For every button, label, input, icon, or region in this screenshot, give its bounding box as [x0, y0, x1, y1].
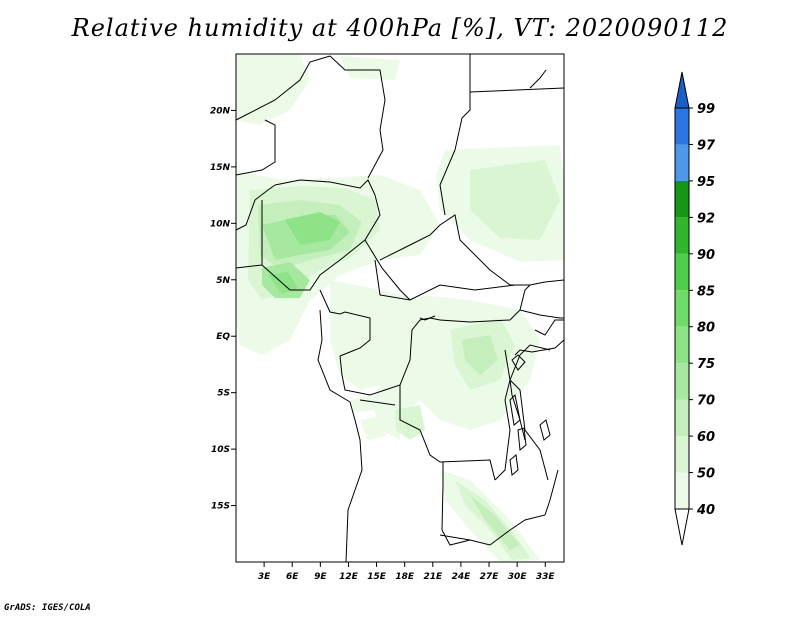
x-tick-label: 9E [314, 572, 327, 582]
y-tick-label: 10N [210, 219, 231, 229]
lake-outline-3 [539, 419, 551, 441]
colorbar-label: 92 [697, 211, 715, 226]
colorbar-label: 50 [697, 467, 715, 482]
x-tick-label: 12E [339, 572, 359, 582]
border-line-24 [509, 379, 549, 481]
y-tick-label: 15S [211, 502, 230, 512]
colorbar-segment [675, 472, 689, 509]
lake-outline-2 [517, 427, 527, 451]
humidity-contour-8 [285, 212, 340, 245]
x-tick-label: 6E [286, 572, 299, 582]
border-line-15 [339, 317, 441, 396]
humidity-field [236, 54, 564, 562]
colorbar-label: 80 [697, 321, 715, 336]
x-tick-label: 21E [423, 572, 443, 582]
colorbar-label: 60 [697, 430, 715, 445]
colorbar-label: 95 [697, 175, 715, 190]
border-line-6 [235, 184, 276, 231]
x-tick-label: 33E [536, 572, 556, 582]
border-line-0 [235, 55, 331, 121]
colorbar-label: 75 [697, 357, 715, 372]
humidity-contour-3 [470, 160, 560, 240]
border-line-8 [235, 239, 366, 291]
x-tick-label: 30E [508, 572, 528, 582]
colorbar-label: 99 [697, 102, 715, 117]
lake-outline-4 [509, 454, 519, 476]
colorbar-label: 40 [696, 503, 715, 518]
chart-title: Relative humidity at 400hPa [%], VT: 202… [71, 14, 729, 42]
humidity-contour-20 [350, 395, 375, 412]
colorbar-label: 70 [697, 394, 715, 409]
colorbar-segment [675, 290, 689, 327]
colorbar-label: 97 [697, 138, 716, 153]
border-line-12 [374, 259, 516, 301]
colorbar-segment [675, 399, 689, 437]
y-tick-label: 5N [216, 276, 230, 286]
lake-outline-1 [509, 393, 521, 426]
border-line-13 [319, 289, 371, 357]
colorbar-segment [675, 253, 689, 291]
border-line-25 [504, 349, 526, 441]
border-line-4 [469, 87, 565, 93]
border-line-17 [439, 284, 531, 323]
colorbar-segment [675, 436, 689, 473]
border-line-29 [529, 69, 547, 89]
border-line-18 [519, 309, 564, 319]
colorbar-segment [675, 180, 689, 218]
grads-credit: GrADS: IGES/COLA [4, 603, 91, 613]
colorbar-segment [675, 326, 689, 364]
x-tick-label: 27E [480, 572, 500, 582]
humidity-contour-19 [470, 495, 520, 550]
lake-outline-0 [511, 354, 526, 371]
colorbar-label: 90 [697, 248, 715, 263]
border-line-28 [419, 315, 436, 321]
border-line-27 [534, 319, 564, 336]
country-borders [235, 54, 565, 563]
humidity-contour-15 [395, 405, 425, 440]
border-line-5 [274, 179, 376, 196]
border-line-3 [439, 54, 471, 186]
humidity-contour-16 [360, 416, 386, 440]
border-line-14 [317, 309, 351, 403]
border-line-19 [399, 385, 496, 481]
colorbar: 40 50 60 70 75 80 85 90 92 95 97 99 [674, 71, 716, 546]
y-tick-label: 5S [217, 389, 230, 399]
map-frame [235, 53, 565, 563]
humidity-contour-0 [236, 54, 310, 125]
colorbar-over-arrow [674, 71, 690, 109]
border-line-11 [439, 184, 446, 216]
border-line-2 [329, 55, 386, 179]
colorbar-under-arrow [674, 508, 690, 546]
border-line-22 [494, 344, 551, 481]
border-line-9 [364, 194, 411, 301]
colorbar-label: 85 [697, 284, 715, 299]
x-tick-label: 3E [258, 572, 271, 582]
x-tick-label: 24E [452, 572, 472, 582]
x-tick-label: 18E [395, 572, 415, 582]
border-line-23 [439, 469, 559, 546]
humidity-contour-14 [462, 335, 498, 375]
border-line-16 [345, 401, 363, 563]
colorbar-segment [675, 108, 689, 145]
border-line-21 [441, 462, 471, 546]
x-tick-label: 15E [367, 572, 387, 582]
y-tick-label: 10S [211, 445, 230, 455]
border-line-1 [235, 119, 276, 176]
humidity-contour-1 [340, 56, 400, 80]
colorbar-segment [675, 144, 689, 181]
y-tick-label: 15N [210, 163, 231, 173]
colorbar-segment [675, 363, 689, 400]
colorbar-segment [675, 217, 689, 254]
border-line-20 [359, 399, 396, 406]
colorbar-frame [674, 107, 690, 510]
x-axis: 3E 6E 9E 12E 15E 18E 21E 24E 27E 30E 33E [258, 562, 556, 582]
border-line-10 [379, 214, 565, 286]
border-line-26 [514, 339, 565, 356]
y-tick-label: EQ [216, 332, 230, 342]
y-axis: 20N 15N 10N 5N EQ 5S 10S 15S [210, 106, 236, 512]
y-tick-label: 20N [210, 106, 231, 116]
